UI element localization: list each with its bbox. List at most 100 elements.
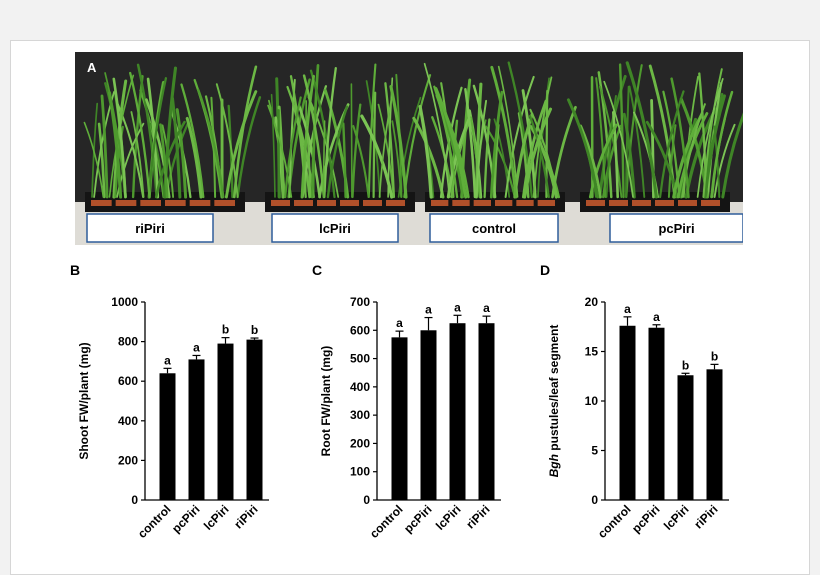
leaf-blade <box>713 123 736 198</box>
leaf-blade <box>597 71 613 199</box>
leaf-blade <box>489 90 504 199</box>
leaf-blade <box>702 68 723 198</box>
leaf-blade <box>297 104 321 199</box>
panel-label: D <box>540 262 550 278</box>
leaf-blade <box>351 103 362 199</box>
pot-soil <box>609 200 628 206</box>
leaf-blade <box>605 95 617 198</box>
leaf-blade <box>91 102 99 198</box>
leaf-blade <box>659 90 685 199</box>
leaf-blade <box>650 99 655 199</box>
y-tick-label: 700 <box>350 295 370 309</box>
significance-label: a <box>454 300 461 314</box>
pot-label-text: riPiri <box>135 221 165 236</box>
y-tick-label: 400 <box>118 414 138 428</box>
pot-label-box <box>429 213 559 243</box>
leaf-blade <box>595 77 607 198</box>
bar <box>706 369 723 500</box>
leaf-blade <box>147 77 168 199</box>
leaf-blade <box>360 114 394 199</box>
panel-label: C <box>312 262 322 278</box>
significance-label: a <box>164 353 171 367</box>
leaf-blade <box>112 77 127 199</box>
x-tick-label: pcPiri <box>629 502 662 535</box>
significance-label: b <box>711 349 718 363</box>
plant-groups <box>83 61 743 212</box>
leaf-blade <box>146 77 160 199</box>
bar <box>188 359 205 500</box>
x-tick-label: lcPiri <box>201 502 232 533</box>
leaf-blade <box>378 98 393 198</box>
leaf-blade <box>434 87 468 199</box>
leaf-blade <box>523 107 553 199</box>
pot-soil <box>386 200 405 206</box>
pot-soil <box>678 200 697 206</box>
leaf-blade <box>180 83 205 199</box>
y-axis-label-text: Shoot FW/plant (mg) <box>77 342 91 459</box>
leaf-blade <box>342 122 347 199</box>
bar <box>648 327 665 500</box>
leaf-blade <box>566 98 600 199</box>
pot-soil <box>632 200 651 206</box>
leaf-blade <box>504 75 535 198</box>
x-tick-label: control <box>367 502 406 541</box>
pot-labels: riPiri lcPiri control pcPiri <box>86 213 743 243</box>
x-tick-label: pcPiri <box>169 502 202 535</box>
leaf-blade <box>83 121 105 198</box>
leaf-blade <box>112 79 128 199</box>
leaf-blade <box>423 62 451 198</box>
significance-label: b <box>222 323 229 337</box>
leaf-blade <box>224 90 258 199</box>
leaf-blade <box>302 74 326 199</box>
pot-soil <box>140 200 161 206</box>
leaf-blade <box>618 63 625 199</box>
leaf-blade <box>136 63 158 199</box>
leaf-blade <box>185 116 203 199</box>
leaf-blade <box>131 75 144 199</box>
leaf-blade <box>625 64 643 199</box>
bar <box>449 323 466 500</box>
y-tick-label: 0 <box>363 493 370 507</box>
leaf-blade <box>445 115 470 199</box>
y-tick-label: 15 <box>585 345 599 359</box>
pot-soil <box>91 200 112 206</box>
leaf-blade <box>670 77 690 199</box>
pot-label-box <box>609 213 743 243</box>
bar <box>246 339 263 500</box>
leaf-blade <box>130 111 145 198</box>
bar <box>677 375 694 500</box>
y-tick-label: 10 <box>585 394 599 408</box>
y-tick-label: 600 <box>350 323 370 337</box>
leaf-blade <box>159 123 169 199</box>
leaf-blade <box>521 99 548 199</box>
leaf-blade <box>97 122 106 199</box>
leaf-blade <box>681 103 706 198</box>
leaf-blade <box>267 104 293 198</box>
leaf-blade <box>129 71 151 199</box>
leaf-blade <box>483 118 491 199</box>
leaf-blade <box>464 88 477 199</box>
leaf-blade <box>537 77 550 198</box>
pot-soil <box>271 200 290 206</box>
leaf-blade <box>612 111 619 199</box>
leaf-blade <box>161 124 175 198</box>
leaf-blade <box>418 104 433 199</box>
leaf-blade <box>475 99 488 198</box>
leaf-blade <box>306 125 312 199</box>
y-axis-label: Shoot FW/plant (mg) <box>77 342 91 459</box>
y-tick-label: 0 <box>591 493 598 507</box>
leaf-blade <box>433 85 459 199</box>
pot-soil <box>537 200 555 206</box>
significance-label: b <box>251 323 258 337</box>
bar <box>619 325 636 500</box>
leaf-blade <box>289 75 307 199</box>
bar <box>217 343 234 500</box>
chart-panel-b: B 0 200 400 600 800 1000 Shoot FW/plant (mg) a co… <box>70 262 269 541</box>
panel-label: B <box>70 262 80 278</box>
leaf-blade <box>107 91 123 199</box>
leaf-blade <box>367 63 377 199</box>
panel-label-a: A <box>87 60 97 75</box>
leaf-blade <box>507 61 533 199</box>
leaf-blade <box>603 80 634 198</box>
